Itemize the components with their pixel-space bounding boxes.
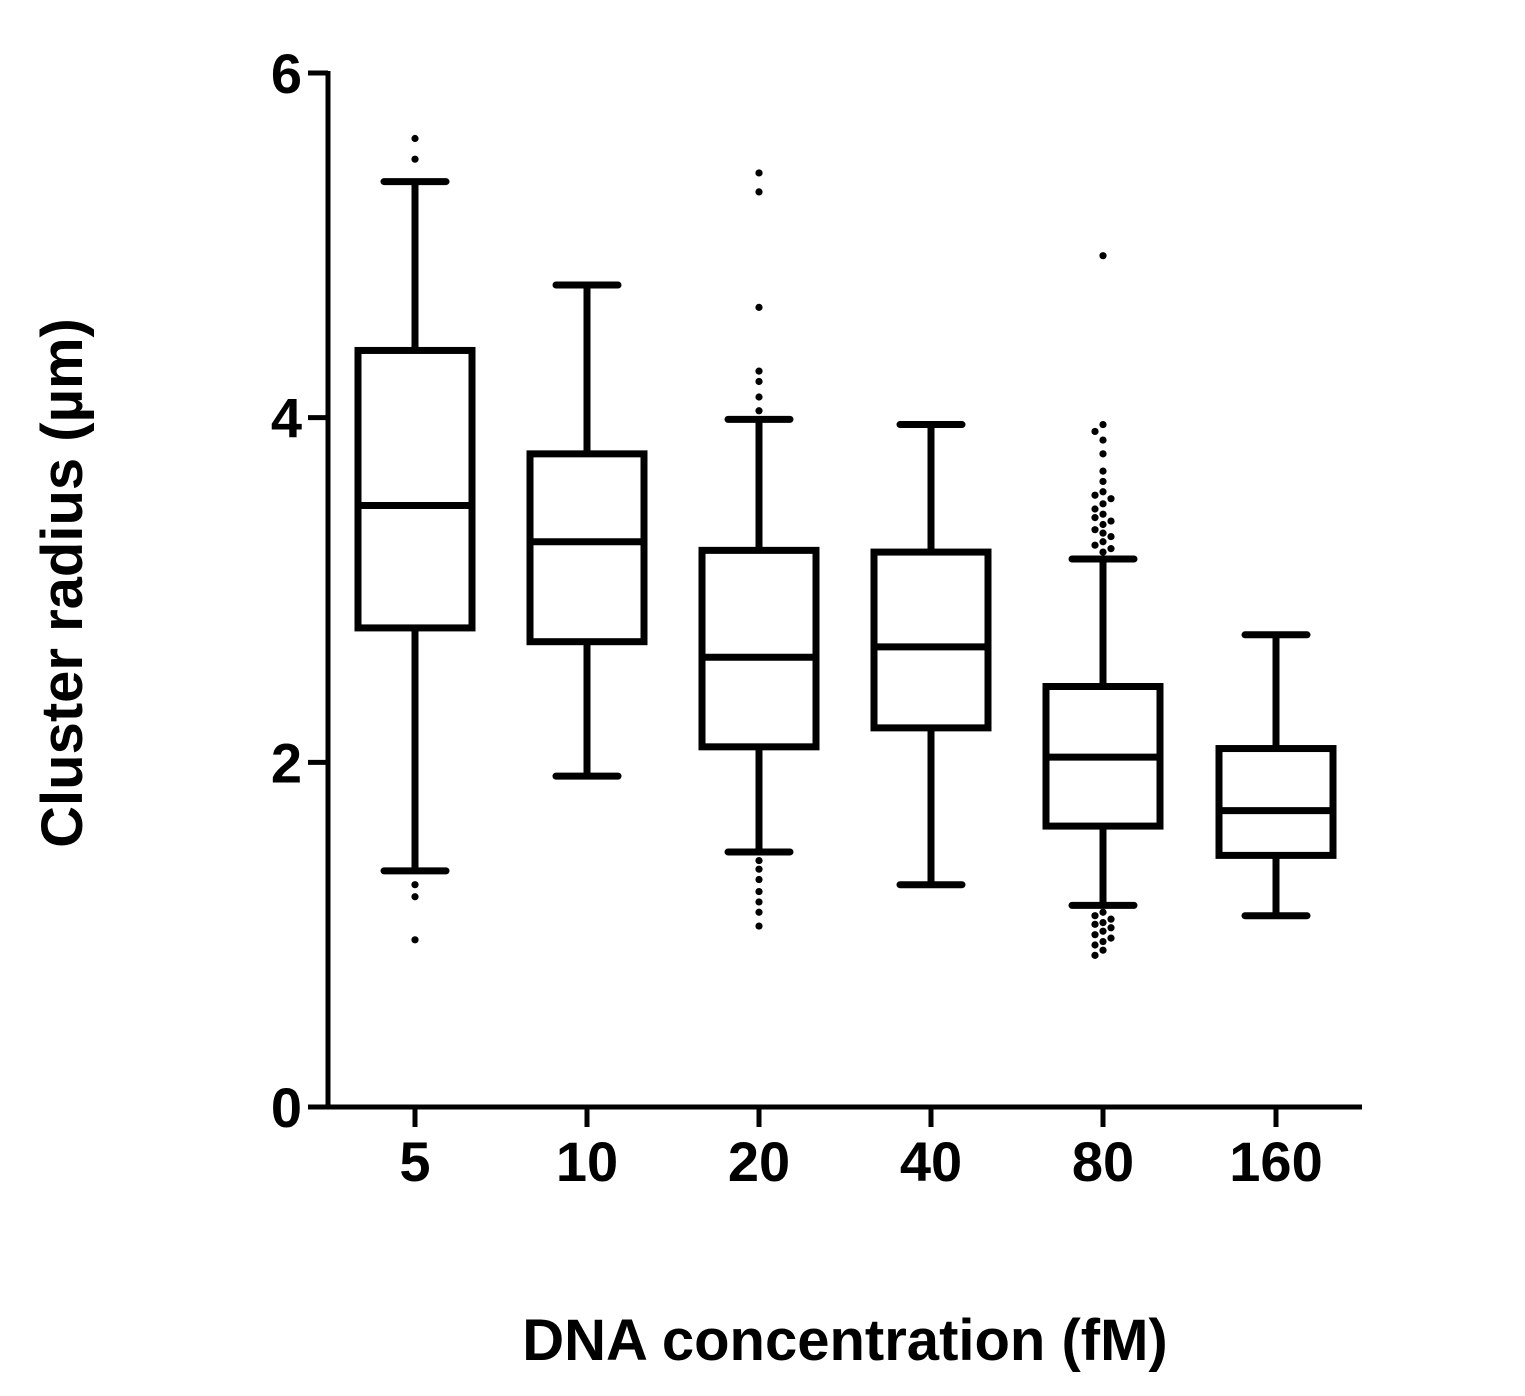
outlier-point	[1107, 495, 1115, 503]
outlier-point	[1099, 252, 1107, 260]
outlier-point	[1099, 467, 1107, 475]
outlier-point	[1099, 420, 1107, 429]
outlier-point	[1091, 427, 1099, 436]
iqr-box	[870, 548, 992, 732]
outlier-point	[755, 887, 763, 896]
outlier-point	[1099, 919, 1107, 927]
outlier-point	[1091, 931, 1099, 939]
outlier-point	[755, 169, 763, 177]
outlier-point	[1091, 951, 1099, 959]
outlier-point	[1091, 920, 1099, 928]
outlier-point	[755, 407, 763, 415]
x-axis-title: DNA concentration (fM)	[522, 1308, 1167, 1373]
outlier-point	[1091, 941, 1099, 949]
outlier-point	[1107, 915, 1115, 923]
outlier-point	[1091, 541, 1099, 549]
box-20	[698, 169, 820, 930]
outlier-point	[755, 188, 763, 196]
outlier-point	[1091, 526, 1099, 534]
outlier-point	[1099, 937, 1107, 946]
outlier-point	[755, 908, 763, 916]
outlier-point	[1099, 488, 1107, 496]
y-axis: 0 2 4 6	[271, 42, 331, 1139]
outlier-point	[411, 881, 419, 889]
box-10	[526, 281, 648, 780]
outlier-point	[755, 303, 763, 311]
box-40	[870, 421, 992, 889]
outlier-point	[1107, 532, 1115, 541]
outlier-point	[1107, 517, 1115, 525]
x-tick-label-80: 80	[1072, 1130, 1134, 1193]
outlier-point	[1099, 520, 1107, 529]
outlier-point	[411, 155, 419, 163]
outlier-point	[1091, 514, 1099, 522]
outlier-point	[755, 856, 763, 865]
outlier-point	[755, 865, 763, 873]
iqr-box	[698, 546, 820, 751]
outlier-point	[1091, 912, 1099, 920]
outlier-point	[1099, 538, 1107, 546]
x-tick-label-5: 5	[399, 1130, 430, 1193]
outlier-point	[1099, 927, 1107, 935]
outlier-point	[1099, 477, 1107, 486]
outlier-point	[1107, 924, 1115, 932]
y-tick-label-6: 6	[271, 42, 302, 105]
y-axis-title: Cluster radius (µm)	[30, 318, 95, 848]
iqr-box	[354, 346, 476, 632]
x-axis: 5 10 20 40 80 160	[326, 1104, 1362, 1193]
box-160	[1215, 631, 1337, 920]
outlier-point	[1099, 500, 1107, 508]
outlier-point	[1107, 545, 1115, 553]
y-tick-label-4: 4	[271, 387, 302, 450]
outlier-point	[1099, 510, 1107, 518]
outlier-point	[1091, 505, 1099, 513]
outlier-point	[1099, 548, 1107, 556]
outlier-point	[411, 893, 419, 901]
outlier-point	[755, 393, 763, 401]
outlier-point	[755, 898, 763, 906]
outlier-point	[755, 875, 763, 884]
y-tick-label-0: 0	[271, 1076, 302, 1139]
x-tick-label-40: 40	[900, 1130, 962, 1193]
x-tick-label-10: 10	[556, 1130, 618, 1193]
outlier-point	[1099, 946, 1107, 954]
outlier-point	[1099, 450, 1107, 458]
outlier-point	[1099, 529, 1107, 537]
outlier-point	[755, 377, 763, 386]
box-80	[1042, 252, 1164, 959]
outlier-point	[755, 367, 763, 375]
x-tick-label-20: 20	[728, 1130, 790, 1193]
boxes	[354, 134, 1337, 959]
x-tick-label-160: 160	[1229, 1130, 1322, 1193]
outlier-point	[755, 922, 763, 930]
outlier-point	[1099, 436, 1107, 444]
iqr-box	[526, 450, 648, 646]
outlier-point	[1099, 908, 1107, 916]
iqr-box	[1215, 745, 1337, 859]
box-5	[354, 134, 476, 944]
y-tick-label-2: 2	[271, 731, 302, 794]
outlier-point	[411, 134, 419, 143]
outlier-point	[1107, 934, 1115, 942]
outlier-point	[411, 936, 419, 944]
outlier-point	[1091, 491, 1099, 499]
